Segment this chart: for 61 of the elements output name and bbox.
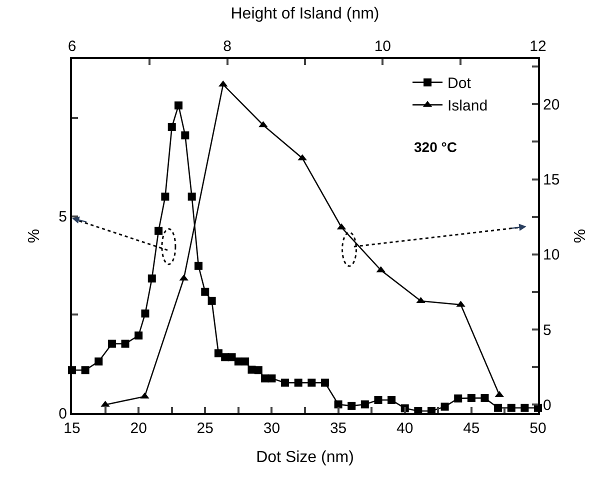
- point: [161, 192, 170, 201]
- point: [348, 402, 356, 410]
- point: [188, 192, 196, 201]
- point: [148, 274, 156, 282]
- point: [208, 296, 216, 305]
- point: [334, 400, 342, 408]
- x2-tick-label: 8: [223, 38, 232, 55]
- point: [308, 378, 316, 387]
- point: [201, 288, 210, 296]
- point: [294, 378, 302, 387]
- point: [480, 394, 489, 402]
- point: [360, 400, 369, 408]
- y2-tick-label: 5: [543, 322, 552, 339]
- point: [254, 366, 262, 374]
- point: [181, 131, 190, 140]
- point: [320, 378, 329, 387]
- point: [374, 396, 382, 404]
- point: [81, 366, 90, 374]
- point: [388, 396, 396, 404]
- point: [154, 226, 163, 235]
- x-tick-label: 45: [463, 420, 480, 437]
- point: [520, 404, 529, 412]
- x2-axis-title: Height of Island (nm): [230, 5, 380, 22]
- point: [121, 340, 130, 348]
- legend-label: Dot: [448, 75, 472, 92]
- point: [168, 123, 176, 132]
- point: [214, 349, 222, 358]
- x-tick-label: 30: [263, 420, 280, 437]
- point: [454, 394, 462, 402]
- point: [94, 357, 103, 366]
- point: [194, 262, 202, 270]
- point: [268, 374, 276, 382]
- point: [174, 101, 183, 110]
- point: [494, 404, 502, 412]
- x-tick-label: 20: [130, 420, 147, 437]
- y-axis-title: %: [26, 228, 44, 244]
- legend-label: Island: [448, 98, 488, 115]
- y2-tick-label: 15: [543, 172, 560, 188]
- y2-axis-title: %: [572, 228, 589, 244]
- x-tick-label: 35: [330, 420, 347, 437]
- y2-tick-label: 20: [543, 96, 560, 114]
- point: [281, 378, 290, 387]
- x-tick-label: 50: [530, 420, 546, 437]
- x-tick-label: 15: [64, 420, 80, 437]
- point: [108, 340, 116, 348]
- x-axis-title: Dot Size (nm): [256, 449, 354, 466]
- point: [467, 394, 476, 402]
- y2-tick-label: 10: [543, 246, 560, 264]
- x-tick-label: 25: [196, 420, 214, 437]
- point: [440, 402, 449, 411]
- x-tick-label: 40: [396, 420, 414, 437]
- point: [141, 309, 150, 318]
- point: [134, 332, 143, 340]
- y2-tick-label: 0: [543, 396, 552, 414]
- x2-tick-label: 12: [530, 38, 546, 55]
- x2-tick-label: 10: [374, 38, 392, 55]
- point: [507, 404, 516, 412]
- point: [241, 357, 250, 366]
- point: [228, 353, 236, 362]
- annotation: 320 °C: [414, 139, 457, 155]
- x2-tick-label: 6: [68, 38, 76, 55]
